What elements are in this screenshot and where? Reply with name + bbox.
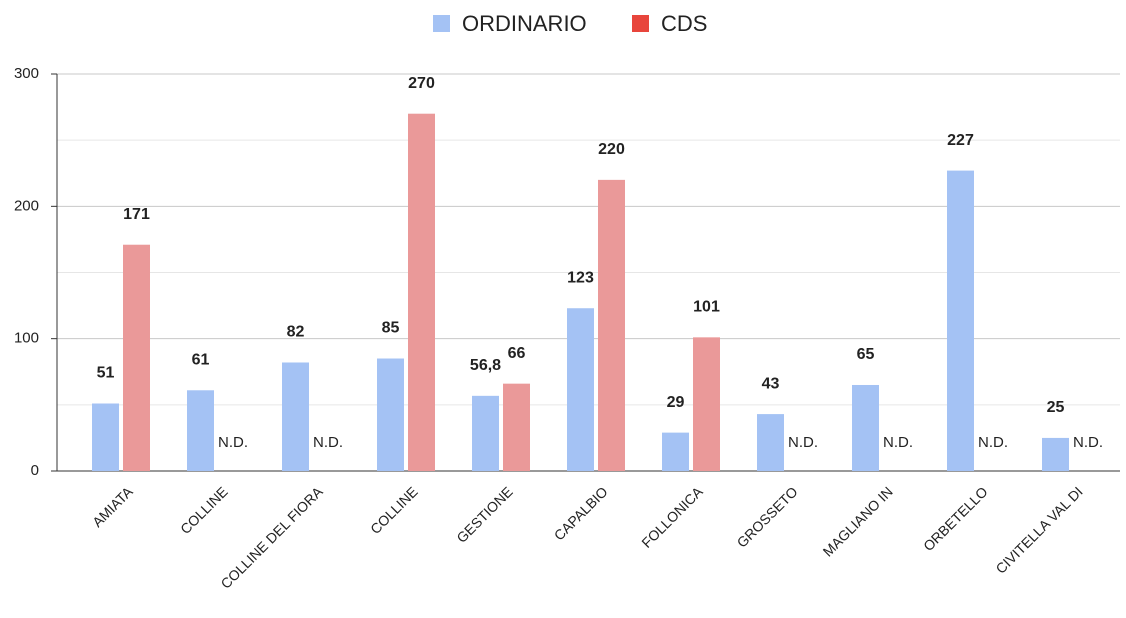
x-tick-label: CIVITELLA VAL DI <box>992 483 1085 576</box>
x-tick-label: GESTIONE <box>453 483 515 545</box>
value-label: 66 <box>508 345 526 362</box>
legend-label: ORDINARIO <box>462 11 587 36</box>
value-label: 82 <box>287 324 305 341</box>
bar <box>503 383 530 471</box>
bar <box>408 113 435 471</box>
x-tick-label: COLLINE <box>177 483 231 537</box>
bar <box>377 358 404 471</box>
value-label: N.D. <box>313 434 343 451</box>
value-label: 61 <box>192 351 210 368</box>
bar <box>598 179 625 471</box>
bar <box>693 337 720 471</box>
value-label: 227 <box>947 132 974 149</box>
y-tick-label: 200 <box>14 197 39 214</box>
x-tick-label: ORBETELLO <box>920 483 991 554</box>
value-label: 171 <box>123 206 150 223</box>
value-label: 51 <box>97 365 115 382</box>
x-tick-label: FOLLONICA <box>638 483 706 551</box>
value-label: 65 <box>857 346 875 363</box>
bar <box>1042 437 1069 471</box>
x-tick-label: COLLINE <box>367 483 421 537</box>
bar <box>123 244 150 471</box>
value-label: 43 <box>762 375 780 392</box>
value-label: 25 <box>1047 399 1065 416</box>
value-label: 85 <box>382 320 400 337</box>
legend-swatch <box>433 15 450 32</box>
bar <box>757 414 784 471</box>
y-tick-label: 300 <box>14 65 39 82</box>
bar <box>567 308 594 471</box>
value-label: N.D. <box>883 434 913 451</box>
x-tick-label: COLLINE DEL FIORA <box>217 483 326 592</box>
value-label: N.D. <box>218 434 248 451</box>
bar <box>852 384 879 471</box>
bar <box>472 395 499 471</box>
x-tick-label: GROSSETO <box>733 483 800 550</box>
value-label: 101 <box>693 299 720 316</box>
bar <box>282 362 309 471</box>
bar <box>947 170 974 471</box>
bar <box>187 390 214 471</box>
value-label: 56,8 <box>470 357 501 374</box>
x-tick-label: MAGLIANO IN <box>820 483 896 559</box>
bar <box>92 403 119 471</box>
value-label: N.D. <box>1073 434 1103 451</box>
value-label: 220 <box>598 141 625 158</box>
x-tick-label: CAPALBIO <box>551 483 611 543</box>
value-label: N.D. <box>978 434 1008 451</box>
value-label: 270 <box>408 75 435 92</box>
value-label: N.D. <box>788 434 818 451</box>
legend-label: CDS <box>661 11 707 36</box>
value-label: 123 <box>567 269 594 286</box>
bar <box>662 432 689 471</box>
y-tick-label: 100 <box>14 330 39 347</box>
y-tick-label: 0 <box>31 462 39 479</box>
x-tick-label: AMIATA <box>89 483 136 530</box>
value-label: 29 <box>667 394 685 411</box>
legend-swatch <box>632 15 649 32</box>
